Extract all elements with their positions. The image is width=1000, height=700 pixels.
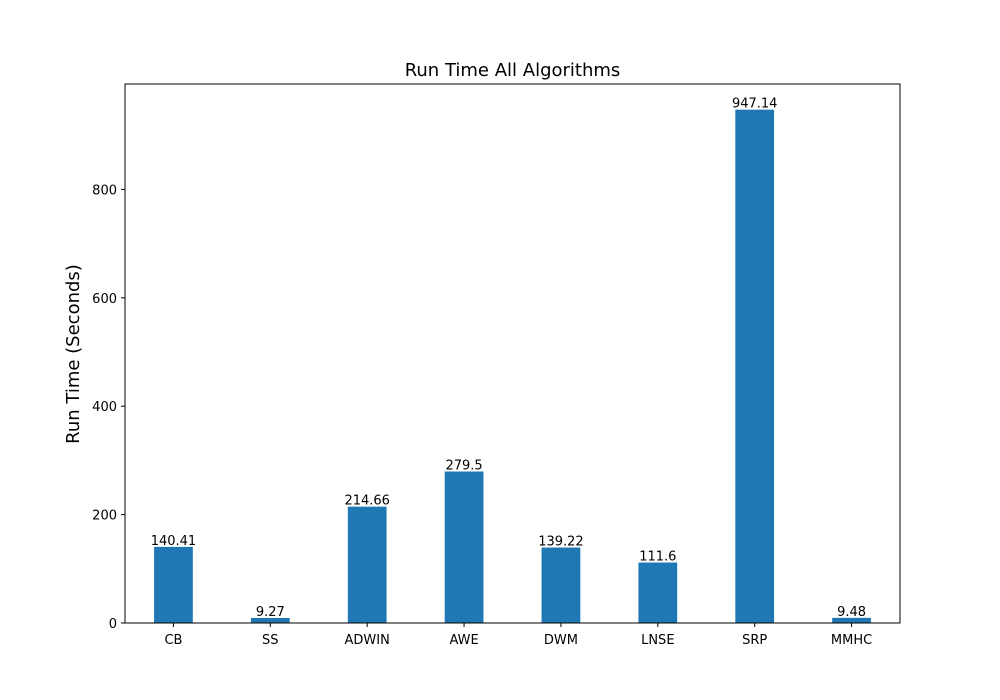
data-label-ss: 9.27: [256, 605, 285, 620]
x-tick-label-ss: SS: [262, 633, 279, 648]
x-axis: CB SS ADWIN AWE DWM LNSE SRP MMHC: [164, 623, 872, 648]
chart-title: Run Time All Algorithms: [405, 60, 621, 81]
y-tick-label-200: 200: [92, 509, 117, 524]
data-label-dwm: 139.22: [538, 535, 584, 550]
x-tick-label-cb: CB: [164, 633, 182, 648]
bar-cb: [154, 546, 193, 623]
bar-dwm: [541, 547, 581, 623]
data-label-lnse: 111.6: [639, 550, 676, 565]
x-tick-label-adwin: ADWIN: [345, 633, 390, 648]
x-tick-label-mmhc: MMHC: [831, 633, 872, 648]
y-axis: 0 200 400 600 800: [92, 183, 125, 632]
plot-area-frame: [124, 83, 901, 624]
y-tick-label-800: 800: [92, 183, 117, 198]
data-label-mmhc: 9.48: [837, 605, 866, 620]
bar-lnse: [638, 562, 678, 623]
data-label-awe: 279.5: [445, 459, 482, 474]
y-axis-title: Run Time (Seconds): [63, 264, 84, 444]
data-label-adwin: 214.66: [344, 494, 390, 509]
data-labels-layer: 140.41 9.27 214.66 279.5 139.22 111.6 947.14 9.…: [151, 97, 866, 620]
bar-ss: [250, 617, 290, 623]
x-tick-label-srp: SRP: [742, 633, 767, 648]
bar-awe: [444, 471, 484, 623]
x-tick-label-dwm: DWM: [544, 633, 578, 648]
bar-srp: [735, 109, 775, 623]
bars-layer: [154, 109, 871, 623]
y-tick-label-0: 0: [109, 617, 117, 632]
x-tick-label-awe: AWE: [449, 633, 478, 648]
y-tick-label-600: 600: [92, 292, 117, 307]
data-label-cb: 140.41: [151, 534, 197, 549]
bar-adwin: [347, 506, 387, 623]
data-label-srp: 947.14: [732, 97, 778, 112]
bar-mmhc: [832, 617, 871, 623]
x-tick-label-lnse: LNSE: [641, 633, 674, 648]
y-tick-label-400: 400: [92, 400, 117, 415]
